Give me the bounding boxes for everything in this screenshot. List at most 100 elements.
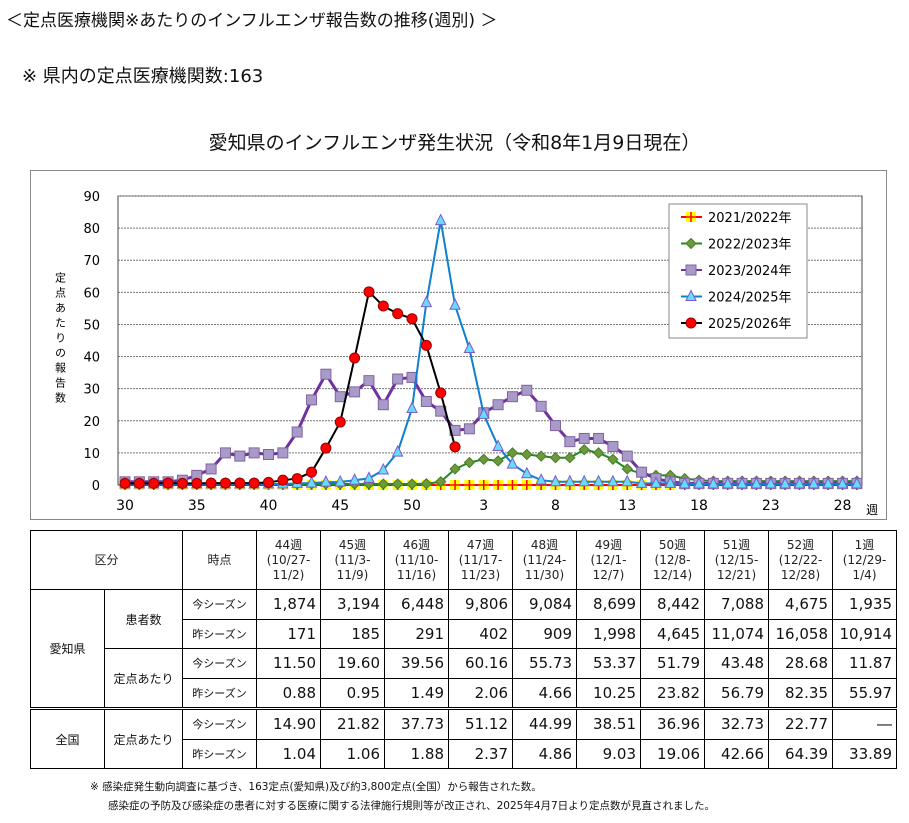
y-axis-label: 定点あたりの報告数 [54,271,67,407]
header-week: 46週 (11/10- 11/16) [384,530,449,590]
triangle-marker [492,439,504,451]
table-cell: 23.82 [640,677,705,709]
table-cell: 14.90 [256,707,321,740]
triangle-marker [721,476,734,489]
table-cell: 44.99 [512,707,577,740]
triangle-marker [406,401,418,414]
table-row: 定点あたり 今シーズン 11.50 19.60 39.56 60.16 55.73 53.37… [31,648,897,709]
triangle-marker [506,457,519,469]
header-week: 45週 (11/3- 11/9) [320,530,385,590]
circle-marker [248,477,260,489]
triangle-marker [592,474,605,487]
triangle-marker [736,476,748,489]
season-label: 今シーズン [182,648,257,679]
circle-marker [119,477,131,489]
circle-marker [363,286,375,298]
y-tick-label: 60 [83,286,100,301]
plus-marker [507,480,518,490]
circle-marker [133,477,145,489]
table-cell: 33.89 [832,738,897,769]
table-cell: 64.39 [768,738,833,769]
table-cell: 1.49 [384,677,449,709]
table-cell: 8,699 [576,589,641,620]
triangle-marker [607,474,619,487]
circle-marker [219,477,231,489]
diamond-marker [685,237,697,250]
footnotes: ※ 感染症発生動向調査に基づき、163定点(愛知県)及び約3,800定点(全国）… [90,778,715,816]
table-cell: 0.88 [256,677,321,709]
square-marker [320,368,332,380]
diamond-marker [377,478,390,490]
triangle-marker [664,476,677,488]
square-marker [685,264,697,276]
triangle-marker [348,473,361,485]
table-cell: 19.06 [640,738,705,769]
table-cell: 1,935 [832,589,897,620]
y-tick-label: 90 [83,190,100,205]
diamond-marker [621,463,633,475]
circle-marker [320,442,332,454]
table-cell: 4.66 [512,677,577,709]
square-marker [377,399,389,411]
legend [668,203,808,339]
table-row: 昨シーズン 1.04 1.06 1.88 2.37 4.86 9.03 19.06 42.66 6… [31,738,897,769]
plus-marker [478,480,489,490]
triangle-marker [549,474,562,487]
season-label: 今シーズン [182,589,257,620]
x-tick-label: 50 [403,498,421,514]
metric-per-sentinel: 定点あたり [104,707,183,769]
triangle-marker [851,476,863,489]
table-cell: 1,998 [576,618,641,649]
legend-label: 2024/2025年 [708,291,792,306]
square-marker [521,384,533,396]
square-marker [463,423,475,435]
diamond-marker [592,447,605,459]
square-marker [306,394,318,406]
table-cell: 402 [448,618,513,649]
square-marker [234,450,246,462]
square-marker [263,448,274,460]
square-marker [506,391,518,403]
triangle-marker [305,475,318,488]
square-marker [248,447,260,459]
header-week: 52週 (12/22- 12/28) [768,530,833,590]
table-cell: 19.60 [320,648,385,679]
square-marker [593,432,605,444]
square-marker [277,447,289,459]
table-cell: 1.06 [320,738,385,769]
legend-label: 2021/2022年 [708,211,792,226]
triangle-marker [477,407,490,419]
x-tick-label: 45 [331,498,349,514]
metric-per-sentinel: 定点あたり [104,648,183,709]
table-cell: 53.37 [576,648,641,679]
season-label: 昨シーズン [182,618,257,649]
table-cell: 10.25 [576,677,641,709]
table-cell: 9.03 [576,738,641,769]
diamond-marker [535,450,547,462]
footnote-2: 感染症の予防及び感染症の患者に対する医療に関する法律施行規則等が改正され、202… [108,800,715,812]
y-tick-label: 10 [83,447,100,462]
table-cell: 22.77 [768,707,833,740]
triangle-marker [334,474,347,487]
circle-marker [148,477,160,489]
plus-marker [521,480,532,490]
table-cell: 1.88 [384,738,449,769]
diamond-marker [549,451,562,464]
header-category: 区分 [30,530,183,590]
legend-label: 2025/2026年 [708,317,792,332]
circle-marker [234,477,246,489]
triangle-marker [391,444,404,457]
square-marker [578,432,590,444]
circle-marker [334,416,346,428]
x-tick-label: 40 [260,498,278,514]
circle-marker [162,477,174,489]
y-tick-label: 40 [83,351,100,366]
table-row: 昨シーズン 171 185 291 402 909 1,998 4,645 11,074 16,0… [31,618,897,649]
table-cell: 51.12 [448,707,513,740]
table-cell: 51.79 [640,648,705,679]
season-label: 昨シーズン [182,738,257,769]
header-week: 48週 (11/24- 11/30) [512,530,577,590]
square-marker [607,440,619,452]
table-cell: 43.48 [704,648,769,679]
circle-marker [406,313,418,325]
